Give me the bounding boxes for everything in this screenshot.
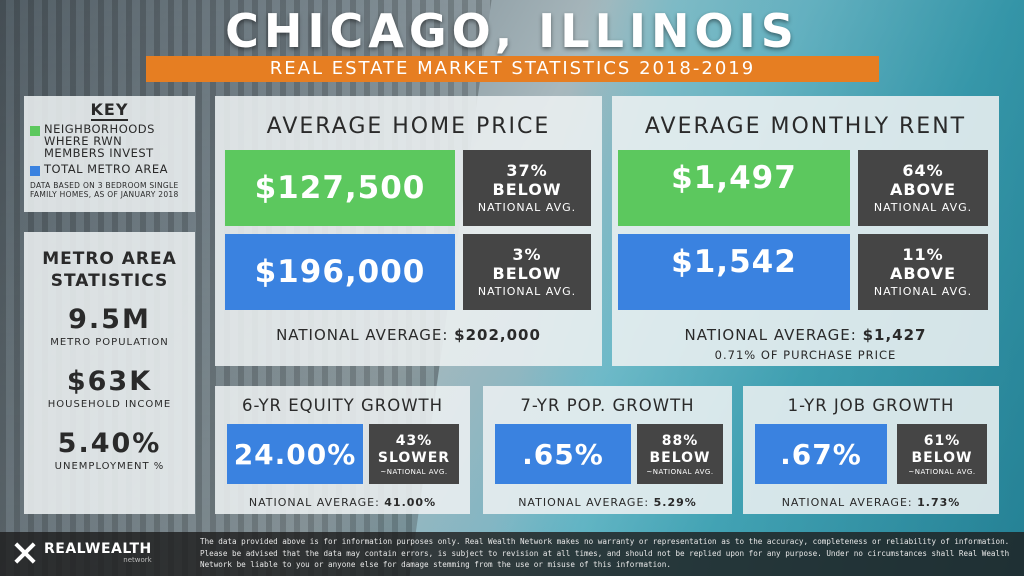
page-title: CHICAGO, ILLINOIS xyxy=(225,4,799,58)
rwn-home-price-compare: 37% BELOW NATIONAL AVG. xyxy=(463,150,591,226)
national-average-rent: NATIONAL AVERAGE: $1,427 xyxy=(684,326,927,344)
stat-population: 9.5M METRO POPULATION xyxy=(50,304,169,348)
job-growth-panel: 1-YR JOB GROWTH .67% 61% BELOW ~NATIONAL… xyxy=(743,386,999,514)
jobs-compare: 61% BELOW ~NATIONAL AVG. xyxy=(897,424,987,484)
panel-heading: AVERAGE HOME PRICE xyxy=(266,114,551,139)
equity-compare: 43% SLOWER ~NATIONAL AVG. xyxy=(369,424,459,484)
key-note: DATA BASED ON 3 BEDROOM SINGLE FAMILY HO… xyxy=(30,181,179,199)
realwealth-logo: REALWEALTH network xyxy=(12,540,152,566)
rwn-home-price: $127,500 xyxy=(225,150,455,226)
national-average-population: NATIONAL AVERAGE: 5.29% xyxy=(518,496,697,509)
stat-income: $63K HOUSEHOLD INCOME xyxy=(47,366,172,410)
key-label: NEIGHBORHOODS WHERE RWN MEMBERS INVEST xyxy=(44,122,155,160)
key-label: TOTAL METRO AREA xyxy=(44,162,169,176)
footer: REALWEALTH network The data provided abo… xyxy=(0,532,1024,576)
jobs-value: .67% xyxy=(755,424,887,484)
national-average-home: NATIONAL AVERAGE: $202,000 xyxy=(276,326,541,344)
panel-heading: 7-YR POP. GROWTH xyxy=(520,396,695,415)
population-growth-panel: 7-YR POP. GROWTH .65% 88% BELOW ~NATIONA… xyxy=(483,386,732,514)
metro-home-price: $196,000 xyxy=(225,234,455,310)
metro-rent-compare: 11% ABOVE NATIONAL AVG. xyxy=(858,234,988,310)
stat-unemployment: 5.40% UNEMPLOYMENT % xyxy=(54,428,165,472)
home-price-panel: AVERAGE HOME PRICE $127,500 37% BELOW NA… xyxy=(215,96,602,366)
national-average-equity: NATIONAL AVERAGE: 41.00% xyxy=(248,496,437,509)
metro-home-price-compare: 3% BELOW NATIONAL AVG. xyxy=(463,234,591,310)
subtitle-banner: REAL ESTATE MARKET STATISTICS 2018-2019 xyxy=(146,56,879,82)
panel-heading: AVERAGE MONTHLY RENT xyxy=(644,114,967,139)
blue-swatch xyxy=(30,166,40,176)
logo-x-icon xyxy=(12,540,38,566)
rwn-rent-compare: 64% ABOVE NATIONAL AVG. xyxy=(858,150,988,226)
equity-growth-panel: 6-YR EQUITY GROWTH 24.00% 43% SLOWER ~NA… xyxy=(215,386,470,514)
key-item-metro: TOTAL METRO AREA xyxy=(30,163,195,176)
panel-heading: 1-YR JOB GROWTH xyxy=(787,396,955,415)
population-value: .65% xyxy=(495,424,631,484)
green-swatch xyxy=(30,126,40,136)
key-title: KEY xyxy=(90,100,129,121)
key-panel: KEY NEIGHBORHOODS WHERE RWN MEMBERS INVE… xyxy=(24,96,195,212)
monthly-rent-panel: AVERAGE MONTHLY RENT $1,497 64% ABOVE NA… xyxy=(612,96,999,366)
metro-title: METRO AREA STATISTICS xyxy=(42,249,177,291)
disclaimer: The data provided above is for informati… xyxy=(200,537,1010,569)
rwn-rent: $1,497 xyxy=(618,150,850,226)
panel-heading: 6-YR EQUITY GROWTH xyxy=(241,396,444,415)
population-compare: 88% BELOW ~NATIONAL AVG. xyxy=(637,424,723,484)
key-item-neighborhoods: NEIGHBORHOODS WHERE RWN MEMBERS INVEST xyxy=(30,123,195,159)
metro-stats-panel: METRO AREA STATISTICS 9.5M METRO POPULAT… xyxy=(24,232,195,514)
metro-rent: $1,542 xyxy=(618,234,850,310)
national-average-jobs: NATIONAL AVERAGE: 1.73% xyxy=(781,496,961,509)
equity-value: 24.00% xyxy=(227,424,363,484)
rent-purchase-ratio: 0.71% OF PURCHASE PRICE xyxy=(714,348,897,362)
